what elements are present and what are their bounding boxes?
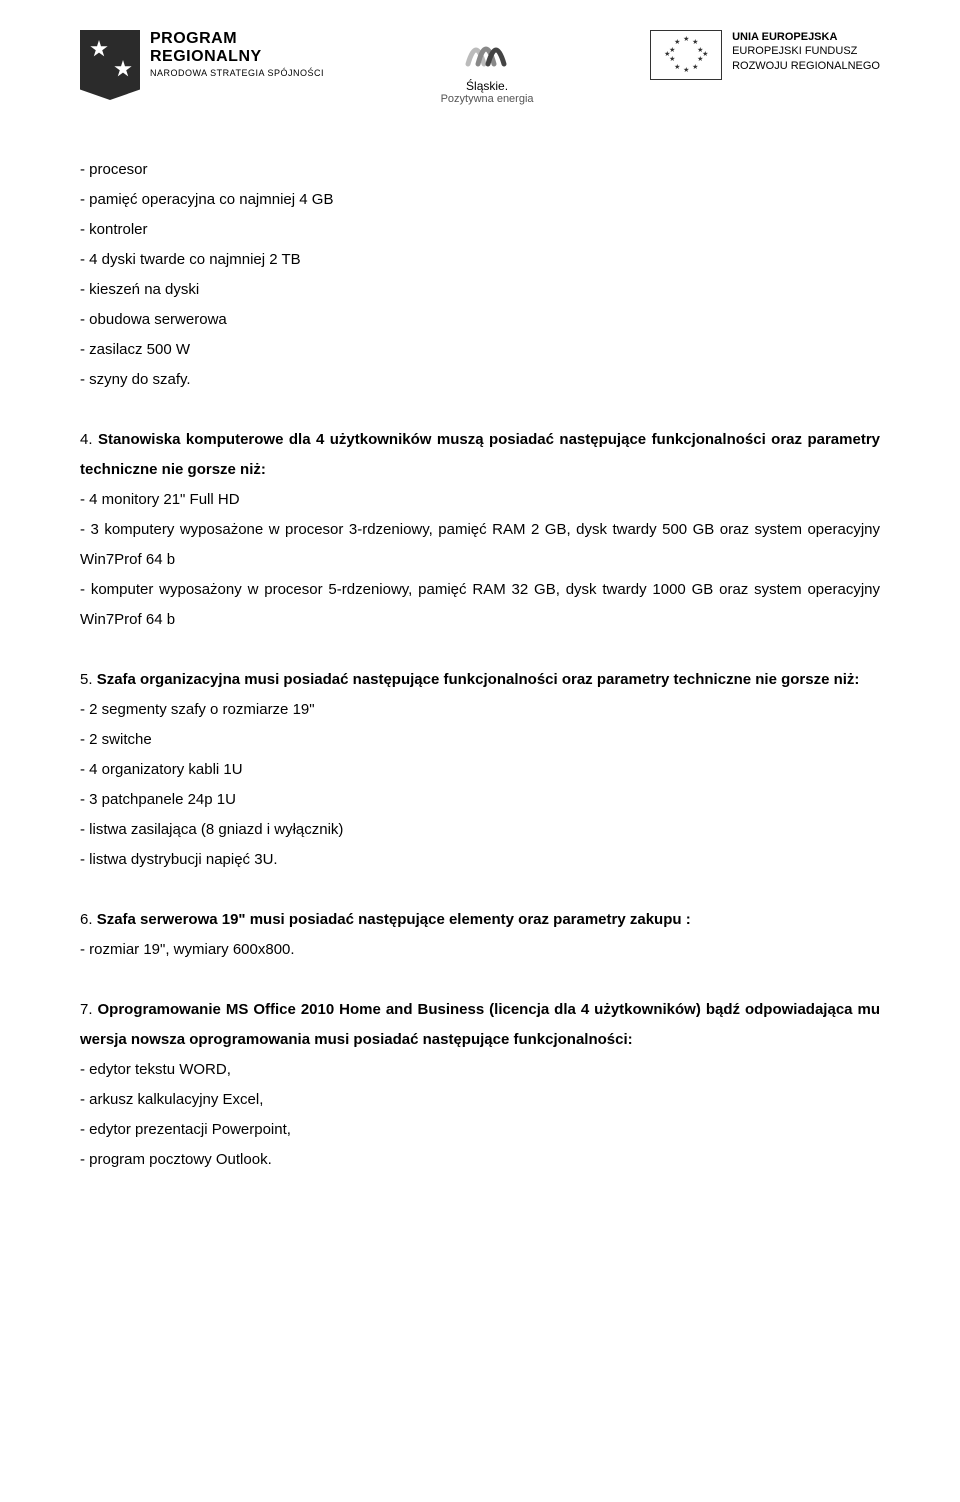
list-item: - 2 switche [80,725,880,755]
list-item: - zasilacz 500 W [80,335,880,365]
list-item: - komputer wyposażony w procesor 5-rdzen… [80,575,880,635]
section-5: 5. Szafa organizacyjna musi posiadać nas… [80,665,880,875]
section-5-lead: 5. Szafa organizacyjna musi posiadać nas… [80,665,880,695]
list-item: - 4 monitory 21" Full HD [80,485,880,515]
logo-slaskie: Śląskie. Pozytywna energia [441,30,534,105]
program-regionalny-icon [80,30,140,100]
section-a: - procesor - pamięć operacyjna co najmni… [80,155,880,395]
list-item: - listwa dystrybucji napięć 3U. [80,845,880,875]
document-content: - procesor - pamięć operacyjna co najmni… [80,155,880,1175]
section-7: 7. Oprogramowanie MS Office 2010 Home an… [80,995,880,1175]
list-item: - obudowa serwerowa [80,305,880,335]
list-item: - pamięć operacyjna co najmniej 4 GB [80,185,880,215]
section-5-prefix: 5. [80,671,97,688]
list-item: - kieszeń na dyski [80,275,880,305]
section-5-bold: Szafa organizacyjna musi posiadać następ… [97,671,860,688]
list-item: - rozmiar 19", wymiary 600x800. [80,935,880,965]
list-item: - kontroler [80,215,880,245]
list-item: - program pocztowy Outlook. [80,1145,880,1175]
section-6: 6. Szafa serwerowa 19" musi posiadać nas… [80,905,880,965]
logo-center-line2: Pozytywna energia [441,93,534,105]
program-regionalny-text: PROGRAM REGIONALNY NARODOWA STRATEGIA SP… [150,30,324,78]
logo-left-line2: REGIONALNY [150,48,324,66]
section-7-prefix: 7. [80,1001,98,1018]
list-item: - edytor tekstu WORD, [80,1055,880,1085]
section-6-lead: 6. Szafa serwerowa 19" musi posiadać nas… [80,905,880,935]
logo-eu-text: UNIA EUROPEJSKA EUROPEJSKI FUNDUSZ ROZWO… [732,30,880,73]
section-4-prefix: 4. [80,431,98,448]
section-6-prefix: 6. [80,911,97,928]
section-4: 4. Stanowiska komputerowe dla 4 użytkown… [80,425,880,635]
header-logos-row: PROGRAM REGIONALNY NARODOWA STRATEGIA SP… [80,30,880,105]
list-item: - 2 segmenty szafy o rozmiarze 19" [80,695,880,725]
eu-stars: ★ ★ ★ ★ ★ ★ ★ ★ ★ ★ ★ ★ ★ [668,37,704,73]
list-item: - 3 patchpanele 24p 1U [80,785,880,815]
logo-left-line1: PROGRAM [150,30,324,48]
logo-program-regionalny: PROGRAM REGIONALNY NARODOWA STRATEGIA SP… [80,30,324,100]
list-item: - arkusz kalkulacyjny Excel, [80,1085,880,1115]
section-7-bold: Oprogramowanie MS Office 2010 Home and B… [80,1001,880,1048]
list-item: - edytor prezentacji Powerpoint, [80,1115,880,1145]
section-4-lead: 4. Stanowiska komputerowe dla 4 użytkown… [80,425,880,485]
logo-eu: ★ ★ ★ ★ ★ ★ ★ ★ ★ ★ ★ ★ ★ UNIA EUROPEJSK… [650,30,880,80]
section-6-bold: Szafa serwerowa 19" musi posiadać następ… [97,911,691,928]
logo-center-line1: Śląskie. [441,79,534,93]
eu-line2: EUROPEJSKI FUNDUSZ [732,44,880,58]
logo-left-line3: NARODOWA STRATEGIA SPÓJNOŚCI [150,68,324,78]
section-7-lead: 7. Oprogramowanie MS Office 2010 Home an… [80,995,880,1055]
eu-line1: UNIA EUROPEJSKA [732,30,880,44]
section-4-bold: Stanowiska komputerowe dla 4 użytkownikó… [80,431,880,478]
eu-flag-icon: ★ ★ ★ ★ ★ ★ ★ ★ ★ ★ ★ ★ ★ [650,30,722,80]
list-item: - szyny do szafy. [80,365,880,395]
eu-line3: ROZWOJU REGIONALNEGO [732,59,880,73]
list-item: - 4 organizatory kabli 1U [80,755,880,785]
list-item: - procesor [80,155,880,185]
document-page: PROGRAM REGIONALNY NARODOWA STRATEGIA SP… [0,0,960,1502]
list-item: - listwa zasilająca (8 gniazd i wyłączni… [80,815,880,845]
list-item: - 3 komputery wyposażone w procesor 3-rd… [80,515,880,575]
slaskie-icon [462,30,512,75]
list-item: - 4 dyski twarde co najmniej 2 TB [80,245,880,275]
